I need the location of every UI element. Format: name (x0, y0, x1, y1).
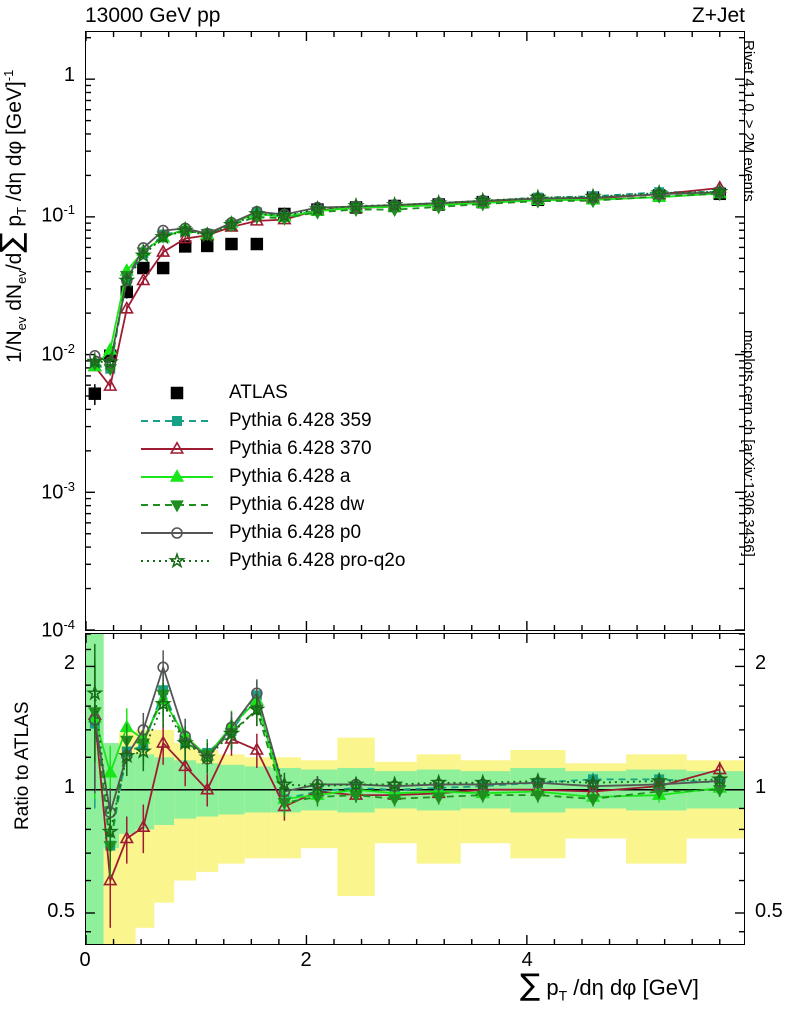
legend-key-data (139, 383, 215, 403)
y-tick-main-4: 10-4 (41, 617, 75, 642)
legend-label-proq2o: Pythia 6.428 pro-q2o (229, 550, 406, 571)
x-tick-0: 0 (79, 949, 91, 971)
legend-item-s359: Pythia 6.428 359 (139, 407, 405, 435)
y-tick-ratio-left-1: 1 (63, 775, 75, 798)
rivet-version-label: Rivet 4.1.0, ≥ 2M events (740, 40, 757, 202)
x-axis-title: ∑ pT /dη dφ [GeV] (520, 968, 699, 1004)
legend-item-proq2o: Pythia 6.428 pro-q2o (139, 547, 405, 575)
y-tick-ratio-right-0: 0.5 (755, 899, 783, 922)
y-tick-main-1: 10-1 (41, 202, 75, 228)
main-plot-canvas (86, 32, 744, 630)
legend-key-s359 (139, 411, 215, 431)
legend-label-data: ATLAS (229, 382, 288, 403)
legend-key-dw (139, 495, 215, 515)
x-tick-2: 4 (521, 949, 533, 971)
header-process-label: Z+Jet (691, 4, 745, 27)
y-tick-ratio-right-2: 2 (755, 651, 767, 674)
y-tick-ratio-left-0: 0.5 (47, 899, 75, 922)
legend-label-p0: Pythia 6.428 p0 (229, 522, 362, 543)
y-tick-main-2: 10-2 (41, 340, 75, 366)
legend-item-a: Pythia 6.428 a (139, 463, 405, 491)
legend-key-p0 (139, 523, 215, 543)
legend-key-a (139, 467, 215, 487)
legend-item-dw: Pythia 6.428 dw (139, 491, 405, 519)
x-tick-1: 2 (300, 949, 312, 971)
legend-item-data: ATLAS (139, 379, 405, 407)
legend-label-s359: Pythia 6.428 359 (229, 410, 372, 431)
legend-key-s370 (139, 439, 215, 459)
legend-label-a: Pythia 6.428 a (229, 466, 351, 487)
legend-label-dw: Pythia 6.428 dw (229, 494, 365, 515)
legend-label-s370: Pythia 6.428 370 (229, 438, 372, 459)
y-tick-main-0: 1 (63, 64, 75, 87)
legend: ATLAS Pythia 6.428 359 Pythia 6.428 370 Pyt… (139, 379, 405, 575)
legend-item-s370: Pythia 6.428 370 (139, 435, 405, 463)
main-plot-panel (85, 31, 745, 631)
mcplots-source-label: mcplots.cern.ch [arXiv:1306.3436] (740, 330, 757, 557)
y-tick-ratio-left-2: 2 (63, 651, 75, 674)
legend-item-p0: Pythia 6.428 p0 (139, 519, 405, 547)
y-tick-ratio-right-1: 1 (755, 775, 767, 798)
y-axis-title-ratio: Ratio to ATLAS (12, 701, 33, 831)
ratio-plot-panel (85, 633, 745, 945)
ratio-plot-canvas (86, 634, 744, 944)
header-beam-label: 13000 GeV pp (85, 4, 221, 27)
legend-key-proq2o (139, 551, 215, 571)
y-axis-title-main: 1/Nev dNev/d∑ pT /dη dφ [GeV]-1 (0, 69, 30, 363)
y-tick-main-3: 10-3 (41, 478, 75, 504)
